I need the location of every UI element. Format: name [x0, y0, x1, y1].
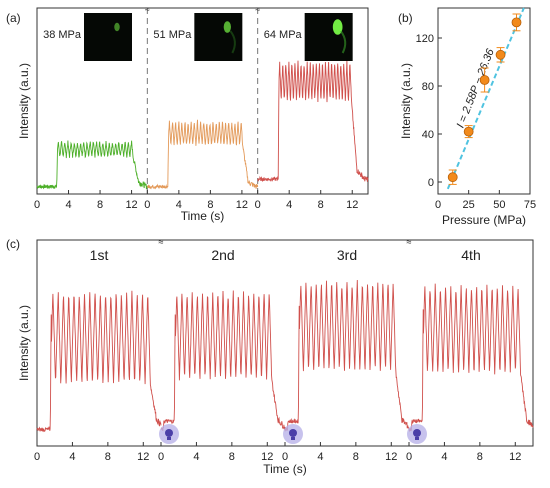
- x-tick-label: 4: [193, 451, 199, 463]
- inset-pressure-label: 51 MPa: [153, 29, 192, 41]
- plot-frame-c: [36, 239, 534, 447]
- trace-cycle-1: [160, 290, 286, 431]
- x-tick-label: 8: [318, 199, 324, 211]
- fit-line: [446, 7, 525, 190]
- plot-frame-b: [437, 7, 531, 195]
- data-point-0: [447, 172, 458, 183]
- trace-1: [146, 119, 259, 190]
- data-point-1: [463, 126, 474, 137]
- plot-frame-a: [36, 7, 369, 195]
- y-axis-label-b: Intensity (a.u.): [399, 63, 413, 139]
- cycle-label: 3rd: [337, 247, 357, 263]
- x-tick-label: 12: [509, 451, 521, 463]
- y-tick-label: 40: [422, 129, 434, 141]
- x-tick-label: 4: [286, 199, 292, 211]
- inset-glow: [332, 19, 343, 35]
- y-axis-label-a: Intensity (a.u.): [17, 63, 31, 139]
- data-point-2: [479, 75, 490, 85]
- x-tick-label: 4: [176, 199, 182, 211]
- trace-0: [36, 140, 148, 190]
- data-point-3: [495, 49, 506, 60]
- x-tick-label: 8: [105, 451, 111, 463]
- y-tick-label: 0: [428, 177, 434, 189]
- inset-image: [194, 13, 243, 61]
- x-tick-label: 12: [125, 199, 137, 211]
- bulb-icon: [413, 429, 421, 437]
- x-tick-label: 4: [317, 451, 323, 463]
- bulb-icon-base: [415, 437, 419, 440]
- trace-cycle-2: [284, 279, 410, 432]
- x-tick-label: 75: [524, 199, 536, 211]
- x-tick-label: 12: [261, 451, 273, 463]
- inset-arc: [339, 30, 347, 54]
- cycle-label: 2nd: [211, 247, 234, 263]
- x-tick-label: 8: [229, 451, 235, 463]
- inset-glow: [223, 21, 231, 33]
- x-tick-label: 0: [34, 451, 40, 463]
- x-axis-label-a: Time (s): [181, 209, 225, 223]
- x-axis-label-c: Time (s): [263, 462, 307, 476]
- y-tick-label: 80: [422, 81, 434, 93]
- bulb-icon-base: [291, 437, 295, 440]
- x-tick-label: 25: [463, 199, 475, 211]
- panel-b: (b)Intensity (a.u.)Pressure (MPa)0 25 50 75…: [398, 7, 536, 227]
- axis-break-mark: ≈: [145, 4, 150, 14]
- x-tick-label: 0: [435, 199, 441, 211]
- x-tick-label: 8: [207, 199, 213, 211]
- x-tick-label: 50: [493, 199, 505, 211]
- inset-pressure-label: 38 MPa: [43, 29, 82, 41]
- fit-equation: I = 2.58P − 26.36: [455, 46, 497, 129]
- panel-label-b: (b): [398, 11, 413, 25]
- x-tick-label: 0: [158, 451, 164, 463]
- inset-image: [84, 13, 132, 61]
- panel-label-c: (c): [6, 237, 20, 251]
- axis-break-mark: ≈: [407, 237, 412, 247]
- x-tick-label: 8: [97, 199, 103, 211]
- y-axis-label-c: Intensity (a.u.): [17, 305, 31, 381]
- trace-2: [257, 60, 369, 183]
- data-point-4: [511, 17, 522, 28]
- x-tick-label: 4: [65, 199, 71, 211]
- trace-cycle-0: [36, 290, 162, 433]
- panel-a: (a) Intensity (a.u.) Time (s) 0 4 8 12 38 MPa ≈0…: [6, 4, 369, 223]
- panel-c: (c) Intensity (a.u.) Time (s) 1st 0 4 8 12 ≈2nd 0…: [6, 237, 534, 476]
- inset-image: [304, 13, 353, 61]
- x-tick-label: 8: [477, 451, 483, 463]
- x-tick-label: 4: [69, 451, 75, 463]
- x-tick-label: 0: [144, 199, 150, 211]
- panel-label-a: (a): [6, 11, 21, 25]
- inset-pressure-label: 64 MPa: [264, 29, 303, 41]
- x-tick-label: 12: [137, 451, 149, 463]
- x-tick-label: 12: [385, 451, 397, 463]
- cycle-label: 4th: [461, 247, 480, 263]
- x-axis-label-b: Pressure (MPa): [442, 213, 526, 227]
- inset-arc: [229, 30, 236, 54]
- bulb-icon: [165, 429, 173, 437]
- y-tick-label: 120: [416, 33, 434, 45]
- axis-break-mark: ≈: [255, 4, 260, 14]
- bulb-icon: [289, 429, 297, 437]
- axis-break-mark: ≈: [159, 237, 164, 247]
- x-tick-label: 0: [255, 199, 261, 211]
- bulb-icon-base: [167, 437, 171, 440]
- x-tick-label: 12: [236, 199, 248, 211]
- x-tick-label: 12: [346, 199, 358, 211]
- x-tick-label: 4: [441, 451, 447, 463]
- cycle-label: 1st: [90, 247, 109, 263]
- x-tick-label: 0: [282, 451, 288, 463]
- trace-cycle-3: [408, 283, 534, 433]
- x-tick-label: 0: [34, 199, 40, 211]
- x-tick-label: 0: [406, 451, 412, 463]
- x-tick-label: 8: [353, 451, 359, 463]
- inset-glow: [114, 22, 120, 32]
